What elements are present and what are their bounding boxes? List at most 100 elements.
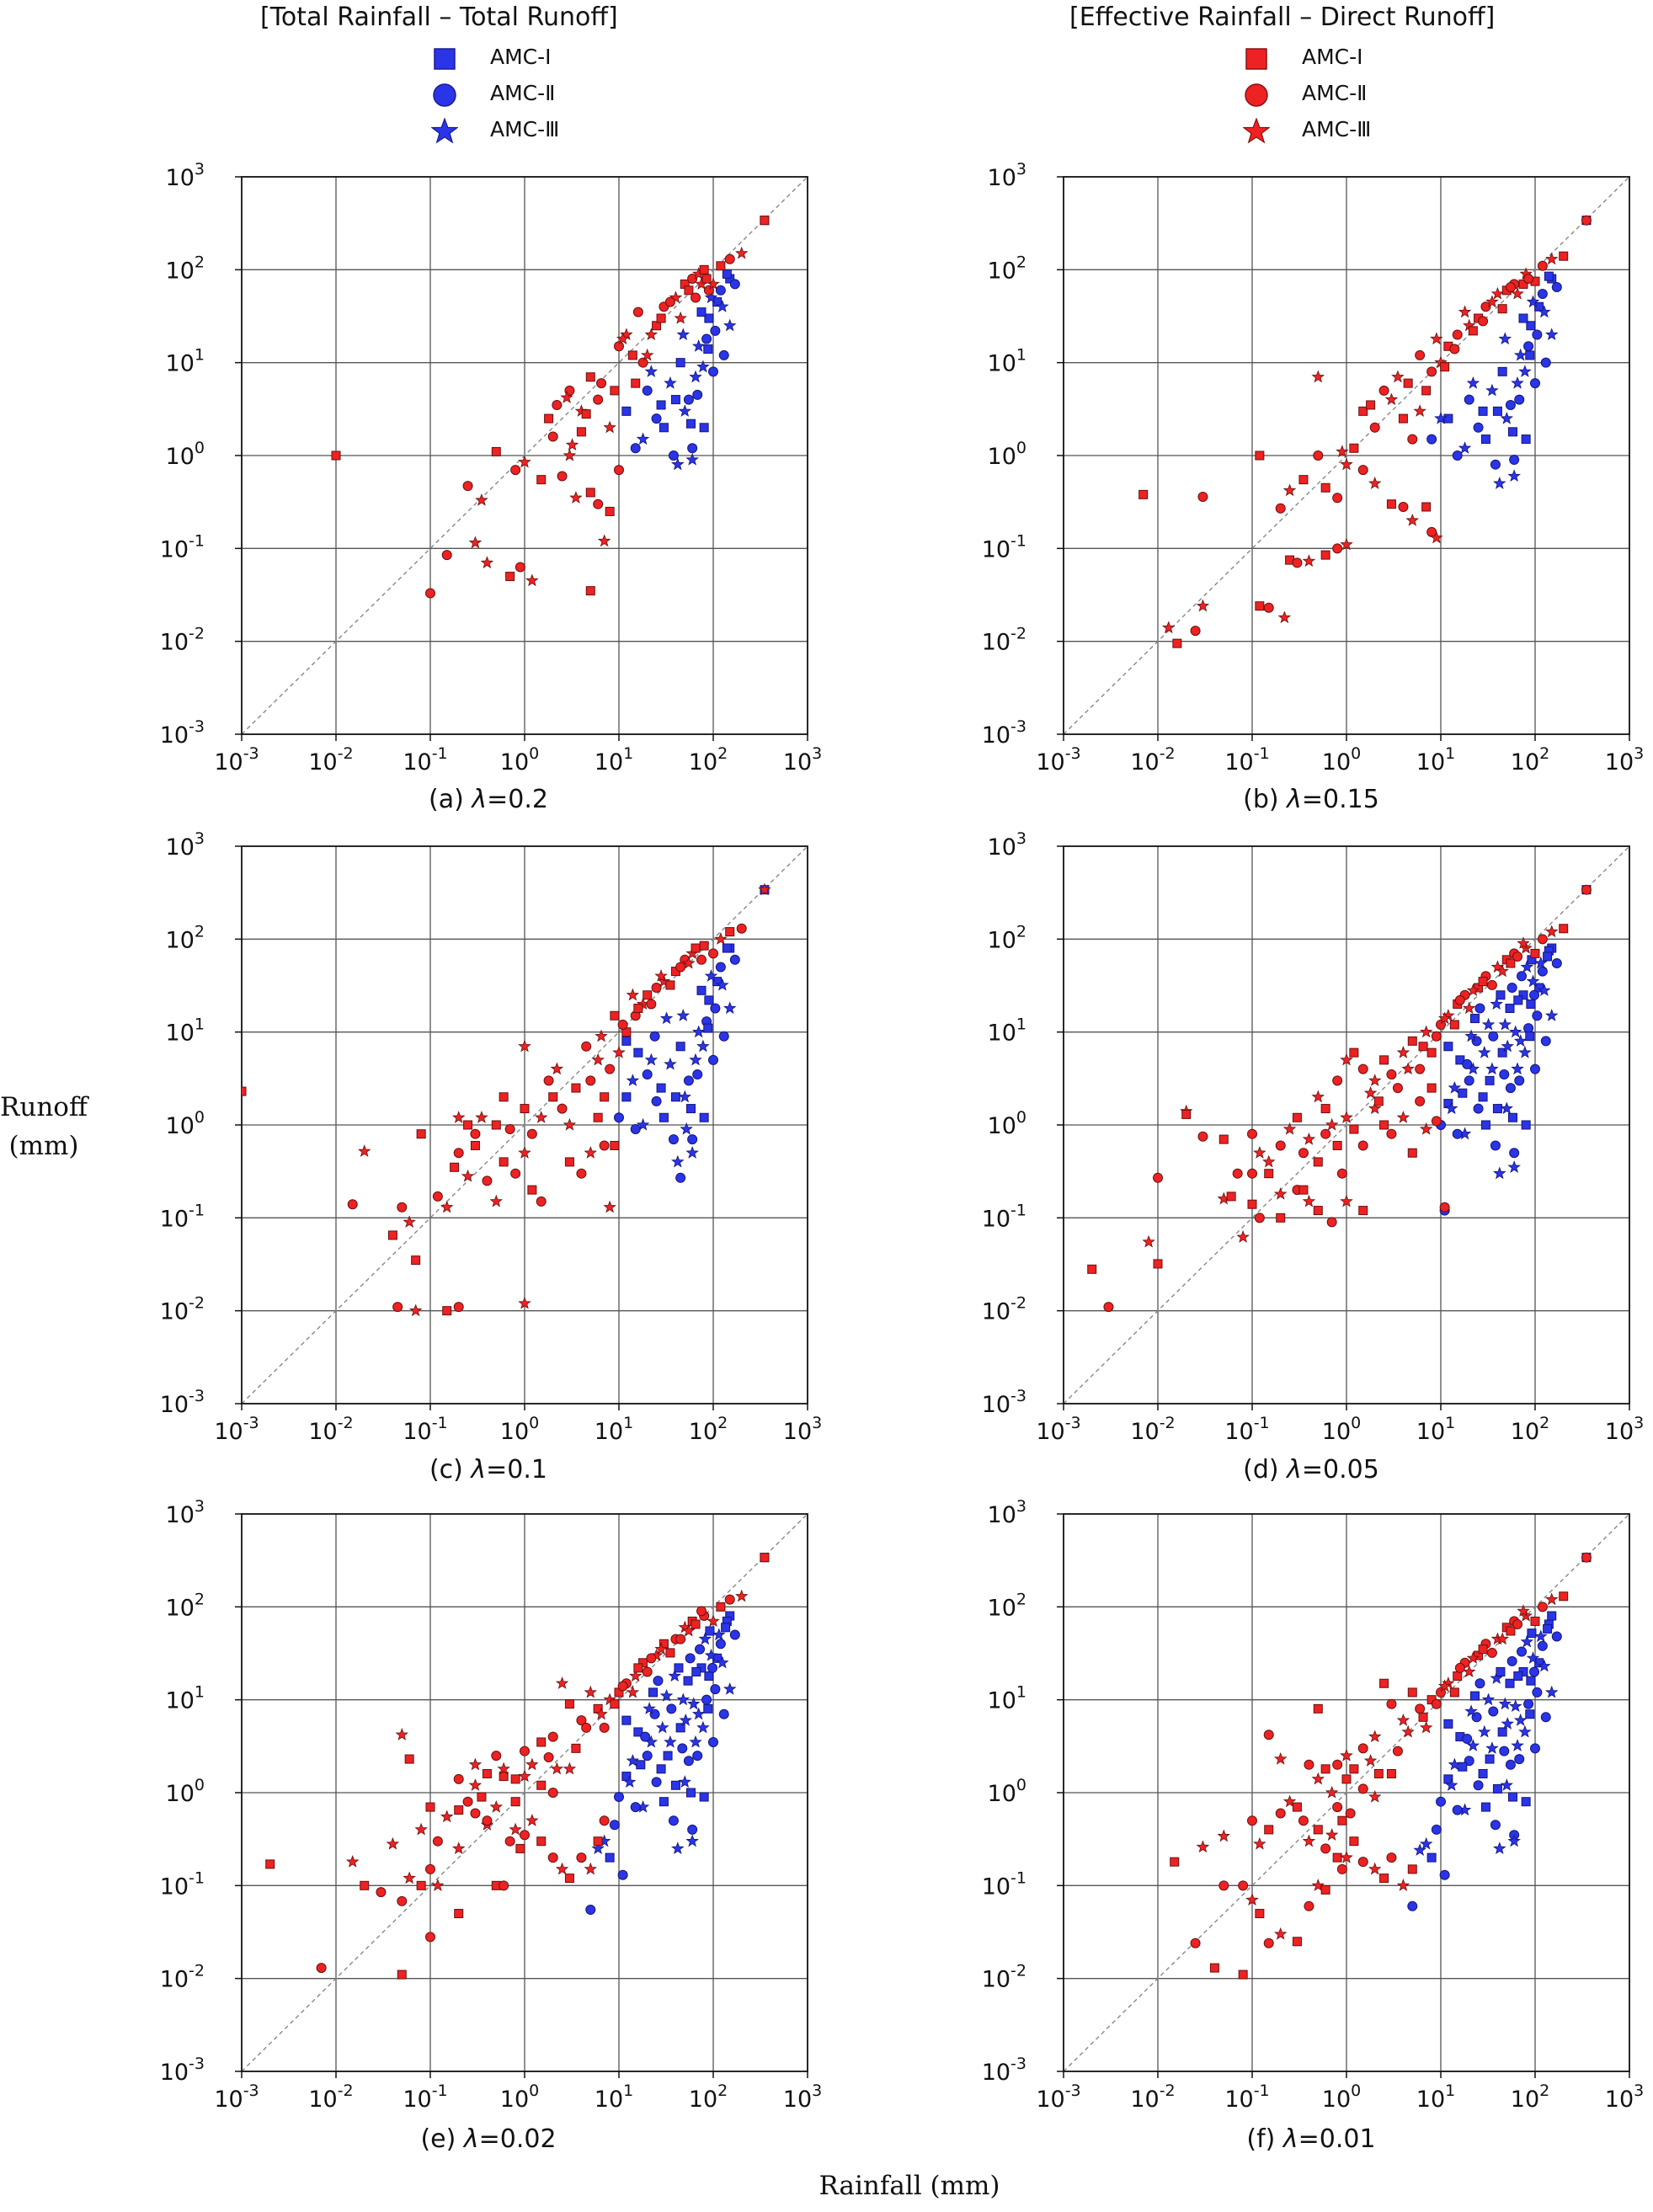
data-point-circle [432,1191,443,1202]
data-point-circle [708,1736,718,1747]
data-point-star [1517,1604,1530,1617]
data-point-circle [1436,1796,1446,1807]
data-point-star [1196,1840,1210,1853]
data-point-circle [664,296,675,307]
data-point-star [1511,376,1524,389]
data-point-star [1545,1592,1559,1606]
data-point-circle [482,1175,493,1186]
data-point-circle [1153,1172,1163,1183]
x-tick-label: 103 [783,2081,822,2113]
data-point-square [1349,1124,1359,1134]
data-point-square [696,307,707,317]
data-point-star [440,1200,454,1213]
data-point-circle [1386,1069,1397,1079]
data-point-circle [642,385,653,396]
data-point-circle [1452,1128,1463,1139]
data-point-square [1320,550,1330,560]
data-point-star [671,1842,685,1855]
data-point-star [682,1623,696,1637]
x-tick-label: 10-3 [1036,2081,1080,2113]
data-point-circle [668,1815,679,1826]
data-point-star [1363,1754,1378,1767]
data-point-square [536,1737,547,1747]
data-point-star [1413,404,1426,417]
x-tick-label: 102 [1511,744,1549,776]
data-point-star [1396,1713,1410,1726]
data-point-star [1538,305,1551,318]
data-point-star [691,1025,706,1038]
data-point-star [1501,1039,1514,1053]
data-point-star [674,311,687,324]
caption-b-lambda: λ [1287,785,1302,814]
caption-b-value: =0.15 [1301,785,1379,814]
data-point-circle [1190,1937,1201,1948]
data-point-square [505,572,515,582]
x-tick-label: 100 [500,1414,539,1445]
data-point-circle [1517,971,1528,982]
data-point-star [1217,1829,1230,1842]
data-point-circle [729,279,740,290]
data-point-circle [1474,1678,1485,1689]
data-point-square [564,1699,574,1709]
data-point-circle [547,1788,558,1798]
data-point-star [560,391,573,403]
caption-e-value: =0.02 [478,2124,557,2154]
data-point-circle [1369,422,1380,433]
data-point-square [716,1602,726,1612]
y-tick-label: 10-2 [982,1962,1026,1993]
x-tick-label: 102 [689,1414,728,1445]
data-point-circle [543,1075,554,1086]
data-point-square [1426,1083,1437,1093]
data-point-square [659,1797,669,1807]
data-point-square [1298,475,1309,485]
data-point-star [525,1814,539,1826]
caption-f: (f) λ=0.01 [1143,2124,1480,2154]
data-point-square [1458,1088,1468,1098]
data-point-square [1544,271,1554,281]
data-point-star [1477,1724,1491,1738]
data-point-square [1292,1802,1302,1812]
data-point-star [1485,383,1499,397]
y-tick-label: 100 [988,1108,1026,1139]
data-point-circle [1509,455,1520,466]
data-point-square [600,1092,610,1102]
data-point-circle [1332,1075,1343,1086]
data-point-star [1445,1778,1458,1791]
data-point-square [571,1743,581,1753]
data-point-star [475,1111,488,1123]
data-point-star [636,432,650,445]
data-point-square [1449,1687,1459,1698]
data-point-circle [599,1722,610,1733]
data-point-star [664,1735,677,1748]
data-point-circle [397,1202,408,1213]
data-point-circle [1431,1031,1442,1042]
data-point-square [581,409,591,419]
data-point-star [1340,1748,1353,1762]
data-point-square [722,269,732,279]
data-point-square [1313,1206,1323,1216]
data-point-circle [675,1172,686,1183]
data-point-star [1485,295,1499,308]
data-point-circle [642,1069,653,1079]
data-point-square [610,1140,620,1150]
data-point-star [1526,1651,1540,1664]
data-point-star [584,1862,597,1875]
data-point-circle [1523,274,1534,285]
x-tick-label: 10-2 [1130,744,1175,776]
data-point-square [621,1092,632,1102]
data-point-square [621,1036,632,1046]
data-point-star [480,556,494,569]
data-point-star [403,1871,416,1884]
data-point-star [563,1762,577,1775]
data-point-star [1520,960,1534,973]
data-point-square [1421,502,1432,512]
data-point-square [1505,1678,1515,1688]
data-point-circle [425,1863,435,1874]
data-point-star [1463,1665,1476,1678]
data-point-star [676,1009,691,1021]
data-point-square [1497,1047,1507,1058]
data-point-star [1507,1160,1521,1173]
y-axis-label-line1: Runoff [0,1092,88,1122]
data-point-circle [536,1196,547,1207]
data-point-star [723,318,737,332]
